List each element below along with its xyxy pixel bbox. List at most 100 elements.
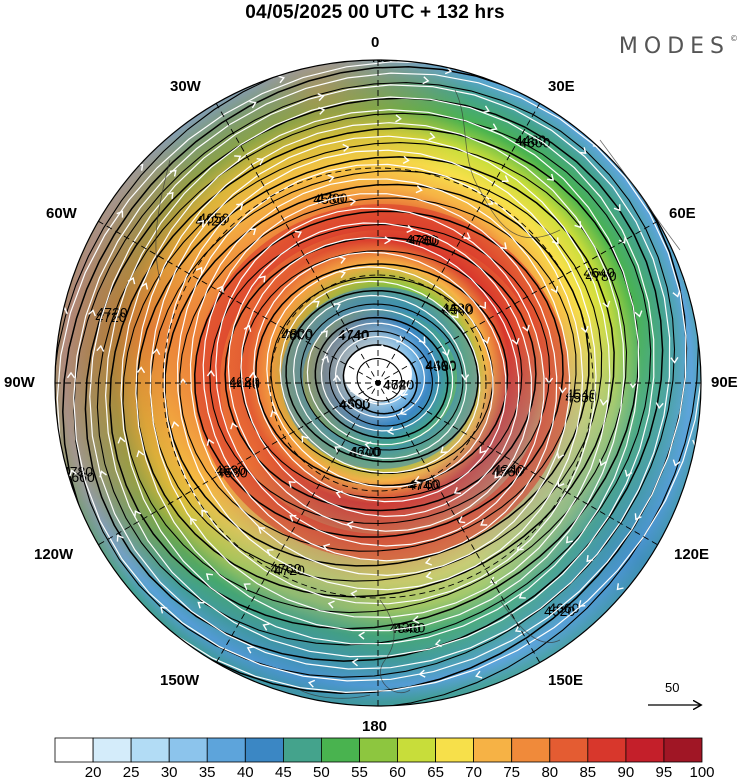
streamline-arrow [195, 266, 203, 274]
colorbar-swatch [663, 737, 703, 763]
contour-line [164, 183, 590, 567]
streamline-arrow [338, 270, 346, 279]
streamline-arrow [425, 571, 433, 580]
streamline-arrow [458, 516, 466, 524]
streamline-arrow [190, 517, 197, 525]
lon-label-60w: 60W [46, 205, 77, 222]
streamline [104, 96, 655, 658]
streamline [135, 122, 625, 632]
contour-label: 4740 [338, 327, 369, 343]
streamline-arrow [379, 344, 387, 353]
lon-label-180: 180 [362, 718, 388, 735]
streamline-arrow [96, 344, 105, 352]
contour-label: 4760 [408, 233, 439, 249]
streamline [73, 72, 687, 682]
streamline-arrow [350, 589, 358, 599]
contour-line [342, 344, 418, 415]
streamline-arrow [412, 615, 420, 624]
streamline-arrow [418, 336, 426, 344]
streamline-arrow [334, 446, 342, 453]
streamline-arrow [599, 459, 607, 467]
north-pole-marker [375, 380, 381, 386]
streamline-arrow [557, 480, 565, 488]
streamline-arrow [440, 446, 448, 454]
streamline-arrow [628, 381, 638, 389]
contour-label: 4600 [519, 135, 550, 151]
streamline-arrow [444, 66, 452, 75]
streamline-arrow [634, 513, 642, 521]
colorbar-swatch [54, 737, 94, 763]
contour-line [224, 236, 537, 512]
streamline-arrow [522, 324, 530, 332]
streamline [292, 294, 467, 460]
colorbar-swatch [473, 737, 513, 763]
colorbar-tick-label: 85 [579, 764, 597, 781]
streamline-arrow [442, 349, 450, 357]
colorbar-tick-label: 50 [313, 764, 330, 781]
contour-line [328, 330, 433, 427]
streamline-arrow [346, 521, 354, 529]
streamline [253, 251, 507, 503]
brand-text: MODES [618, 34, 730, 59]
contour-label: 4620 [544, 603, 575, 619]
streamline-arrow [327, 174, 335, 183]
contour-line [314, 316, 449, 439]
streamline-arrow [422, 76, 430, 85]
colorbar-tick-label: 60 [389, 764, 406, 781]
lon-label-90w: 90W [4, 374, 35, 391]
streamline-arrow [494, 471, 502, 479]
streamline-arrow [672, 290, 681, 298]
colorbar-swatch [282, 737, 322, 763]
streamline-arrow [277, 75, 285, 84]
streamline-arrow [550, 285, 559, 294]
colorbar-tick-label: 65 [427, 764, 444, 781]
colorbar-tick-label: 75 [503, 764, 521, 781]
streamline [149, 135, 611, 619]
contour-label: 4780 [62, 464, 93, 480]
streamline-arrow [579, 147, 587, 155]
colorbar-swatch [359, 737, 398, 763]
streamline-arrow [249, 100, 257, 109]
colorbar [54, 737, 703, 763]
lon-label-90e: 90E [711, 374, 738, 391]
streamline-arrow [350, 384, 358, 392]
colorbar-swatch [168, 737, 208, 763]
streamline [163, 149, 597, 605]
brand-mark: © [730, 34, 738, 43]
brand-logo: MODES© [619, 34, 738, 59]
contour-line [96, 112, 652, 646]
streamline-arrow [256, 158, 264, 166]
streamline-arrow [160, 606, 168, 614]
lon-label-30e: 30E [548, 78, 575, 95]
streamline-arrow [327, 600, 335, 609]
contour-line [285, 289, 479, 463]
colorbar-tick-label: 55 [351, 764, 368, 781]
streamline-arrow [333, 303, 341, 311]
contour-line [179, 197, 577, 552]
contour-label: 4720 [274, 562, 305, 578]
streamline-arrow [206, 369, 215, 377]
contour-label: 4760 [270, 561, 301, 577]
streamline-arrow [556, 451, 565, 460]
streamline-arrow [312, 300, 320, 308]
streamline-arrow [602, 300, 611, 308]
contour-label: 4680 [229, 374, 260, 390]
streamline-arrow [301, 435, 309, 443]
streamline-arrow [364, 441, 372, 450]
colorbar-swatch [549, 737, 589, 763]
map-title: 04/05/2025 00 UTC + 132 hrs [245, 2, 505, 23]
streamline-arrow [558, 386, 567, 394]
streamline-arrow [335, 490, 343, 499]
streamline-arrow [616, 583, 624, 591]
streamline-arrow [672, 459, 681, 467]
streamline-arrow [262, 623, 270, 631]
streamline-arrow [349, 197, 357, 206]
contour-label: 4560 [492, 464, 523, 480]
streamline-arrow [171, 421, 180, 429]
map-boundary [54, 59, 702, 707]
streamline-arrow [216, 285, 224, 293]
contour-label: 4660 [548, 600, 579, 616]
lon-label-0: 0 [371, 34, 380, 51]
streamline-arrow [99, 470, 107, 478]
streamline-arrow [243, 583, 251, 591]
